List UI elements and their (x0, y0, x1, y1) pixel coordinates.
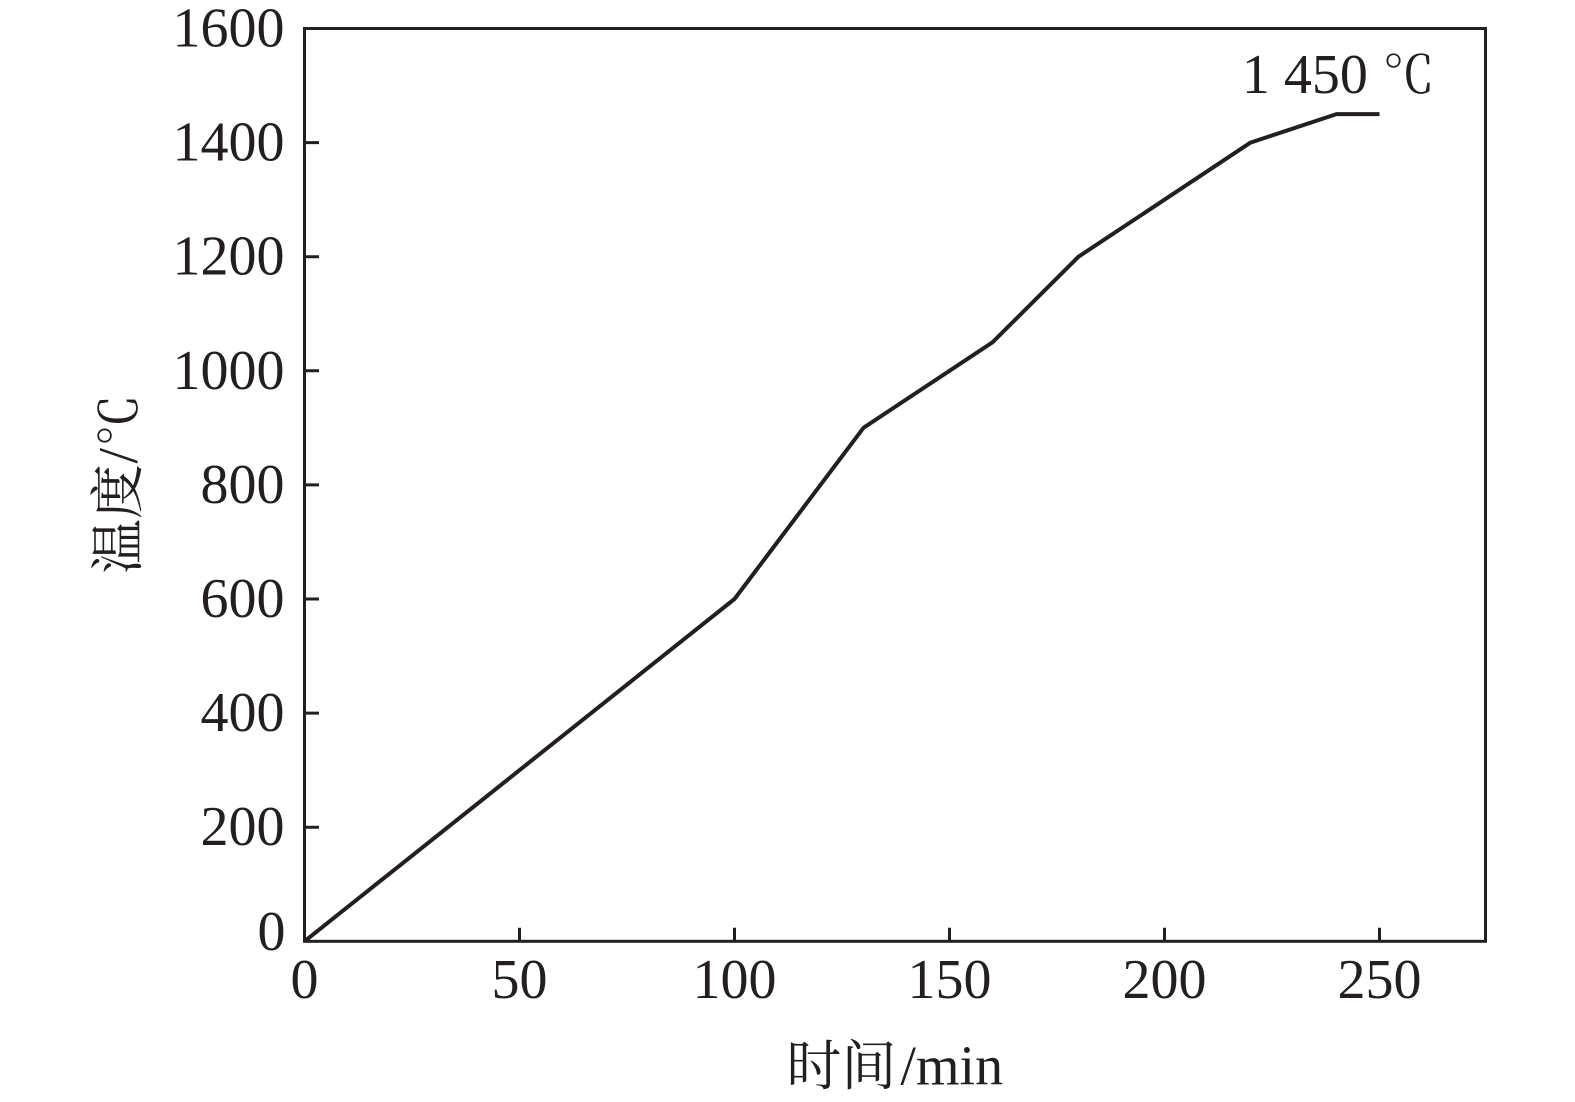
svg-text:0: 0 (291, 949, 319, 1011)
svg-text:1600: 1600 (173, 0, 285, 60)
svg-text:100: 100 (693, 949, 777, 1011)
svg-text:50: 50 (492, 949, 548, 1011)
svg-text:150: 150 (908, 949, 992, 1011)
svg-text:800: 800 (201, 454, 285, 516)
svg-text:1200: 1200 (173, 226, 285, 288)
svg-text:600: 600 (201, 568, 285, 630)
svg-text:/: / (88, 448, 150, 464)
svg-text:200: 200 (201, 796, 285, 858)
svg-text:400: 400 (201, 682, 285, 744)
svg-text:1000: 1000 (173, 340, 285, 402)
svg-text:0: 0 (258, 901, 286, 963)
svg-text:1 450: 1 450 (1242, 44, 1368, 106)
svg-text:1400: 1400 (173, 112, 285, 174)
svg-text:250: 250 (1338, 949, 1422, 1011)
svg-text:200: 200 (1123, 949, 1207, 1011)
svg-text:/min: /min (900, 1036, 1003, 1098)
